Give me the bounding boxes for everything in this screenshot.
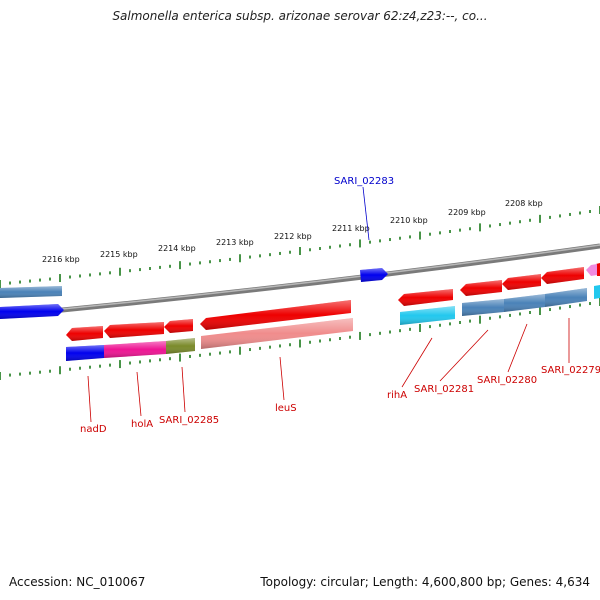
scale-label: 2216 kbp <box>42 255 80 264</box>
leader-line <box>439 329 489 382</box>
gene-label[interactable]: SARI_02280 <box>477 375 537 386</box>
gene-label[interactable]: leuS <box>275 403 297 414</box>
outer-tick-ring <box>0 206 600 288</box>
leader-line <box>507 323 528 373</box>
gene-label[interactable]: SARI_02279 <box>541 365 600 376</box>
gene-label[interactable]: nadD <box>80 424 107 435</box>
scale-labels: 2216 kbp 2215 kbp 2214 kbp 2213 kbp 2212… <box>42 199 543 264</box>
scale-label: 2210 kbp <box>390 216 428 225</box>
scale-label: 2212 kbp <box>274 232 312 241</box>
leader-line <box>181 366 186 413</box>
forward-strand-genes <box>0 263 600 319</box>
genome-backbone-highlight <box>0 244 600 316</box>
accession-text: Accession: NC_010067 <box>9 575 146 589</box>
label-leaders <box>87 186 570 423</box>
gene-labels: SARI_02283 nadD holA SARI_02285 leuS rih… <box>80 176 600 435</box>
leader-line <box>136 371 142 417</box>
leader-line <box>279 356 285 401</box>
gene-label[interactable]: SARI_02285 <box>159 415 219 426</box>
gene-label[interactable]: holA <box>131 419 153 430</box>
reverse-strand-genes <box>66 264 597 341</box>
gene-label[interactable]: SARI_02283 <box>334 176 394 187</box>
inner-tick-ring <box>0 298 600 380</box>
scale-label: 2213 kbp <box>216 238 254 247</box>
gene-feature[interactable] <box>586 264 597 276</box>
genome-summary-text: Topology: circular; Length: 4,600,800 bp… <box>260 575 590 589</box>
scale-label: 2209 kbp <box>448 208 486 217</box>
leader-line <box>87 375 92 423</box>
leader-line <box>401 337 433 388</box>
cog-block <box>594 285 600 299</box>
scale-label: 2214 kbp <box>158 244 196 253</box>
cog-category-row <box>66 285 600 361</box>
gene-label[interactable]: SARI_02281 <box>414 384 474 395</box>
gene-label[interactable]: rihA <box>387 390 407 401</box>
genome-backbone <box>0 243 600 319</box>
map-title: Salmonella enterica subsp. arizonae sero… <box>112 9 488 23</box>
scale-label: 2211 kbp <box>332 224 370 233</box>
scale-label: 2208 kbp <box>505 199 543 208</box>
leader-line <box>362 186 370 241</box>
scale-label: 2215 kbp <box>100 250 138 259</box>
